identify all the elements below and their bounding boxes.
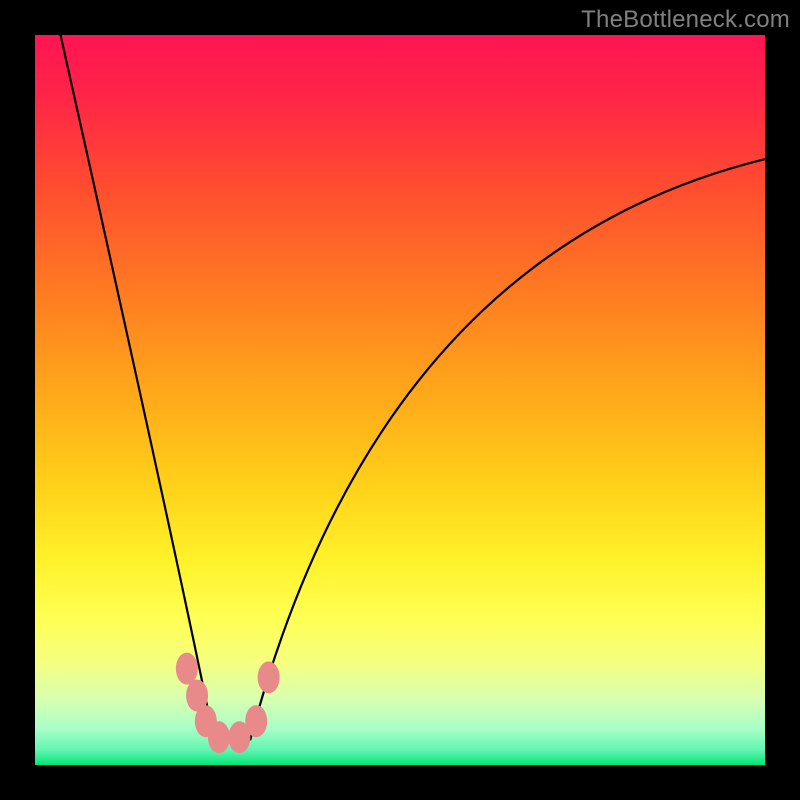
marker-point <box>176 653 198 685</box>
marker-point <box>208 721 230 753</box>
bottleneck-chart <box>0 0 800 800</box>
gradient-background <box>35 35 765 765</box>
marker-point <box>258 661 280 693</box>
marker-point <box>245 705 267 737</box>
chart-stage: TheBottleneck.com <box>0 0 800 800</box>
watermark-text: TheBottleneck.com <box>581 6 790 34</box>
